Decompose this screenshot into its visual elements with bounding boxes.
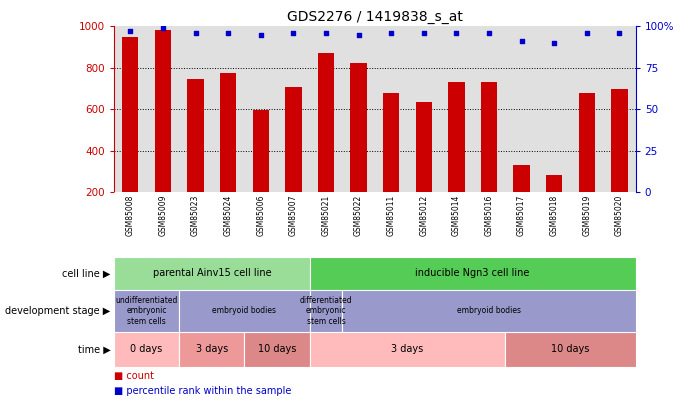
Text: GSM85018: GSM85018 xyxy=(550,194,559,236)
Point xyxy=(353,32,364,38)
Bar xyxy=(245,332,310,367)
Text: time ▶: time ▶ xyxy=(78,344,111,354)
Bar xyxy=(179,290,310,332)
Text: 10 days: 10 days xyxy=(258,344,296,354)
Text: differentiated
embryonic
stem cells: differentiated embryonic stem cells xyxy=(300,296,352,326)
Point xyxy=(484,30,495,36)
Bar xyxy=(448,82,464,192)
Bar xyxy=(155,30,171,192)
Bar xyxy=(310,290,342,332)
Text: GSM85017: GSM85017 xyxy=(517,194,526,236)
Point xyxy=(386,30,397,36)
Bar xyxy=(342,290,636,332)
Bar xyxy=(505,332,636,367)
Text: 10 days: 10 days xyxy=(551,344,589,354)
Text: GSM85020: GSM85020 xyxy=(615,194,624,236)
Bar xyxy=(481,82,497,192)
Point xyxy=(125,28,136,34)
Bar xyxy=(253,111,269,192)
Bar xyxy=(179,332,245,367)
Text: parental Ainv15 cell line: parental Ainv15 cell line xyxy=(153,269,271,278)
Text: GSM85014: GSM85014 xyxy=(452,194,461,236)
Text: GSM85011: GSM85011 xyxy=(387,194,396,236)
Text: ■ count: ■ count xyxy=(114,371,154,381)
Text: GSM85022: GSM85022 xyxy=(354,194,363,236)
Bar xyxy=(114,290,179,332)
Bar xyxy=(578,93,595,192)
Point xyxy=(516,38,527,45)
Bar xyxy=(546,175,562,192)
Text: ■ percentile rank within the sample: ■ percentile rank within the sample xyxy=(114,386,292,396)
Text: inducible Ngn3 cell line: inducible Ngn3 cell line xyxy=(415,269,530,278)
Text: GSM85024: GSM85024 xyxy=(224,194,233,236)
Point xyxy=(288,30,299,36)
Bar xyxy=(318,53,334,192)
Text: GSM85023: GSM85023 xyxy=(191,194,200,236)
Point xyxy=(451,30,462,36)
Bar xyxy=(310,332,505,367)
Bar xyxy=(187,79,204,192)
Bar xyxy=(383,93,399,192)
Text: 0 days: 0 days xyxy=(131,344,163,354)
Point xyxy=(321,30,332,36)
Bar xyxy=(350,63,367,192)
Bar xyxy=(310,257,636,290)
Bar xyxy=(114,257,310,290)
Text: GSM85009: GSM85009 xyxy=(158,194,167,236)
Bar xyxy=(513,165,530,192)
Point xyxy=(581,30,592,36)
Title: GDS2276 / 1419838_s_at: GDS2276 / 1419838_s_at xyxy=(287,10,463,24)
Bar xyxy=(220,73,236,192)
Text: 3 days: 3 days xyxy=(196,344,228,354)
Bar xyxy=(612,89,627,192)
Text: GSM85021: GSM85021 xyxy=(321,194,330,236)
Text: GSM85007: GSM85007 xyxy=(289,194,298,236)
Text: embryoid bodies: embryoid bodies xyxy=(457,306,521,315)
Text: cell line ▶: cell line ▶ xyxy=(62,269,111,278)
Bar xyxy=(415,102,432,192)
Bar xyxy=(285,87,301,192)
Text: GSM85006: GSM85006 xyxy=(256,194,265,236)
Text: GSM85016: GSM85016 xyxy=(484,194,493,236)
Text: embryoid bodies: embryoid bodies xyxy=(212,306,276,315)
Bar xyxy=(122,37,138,192)
Text: GSM85008: GSM85008 xyxy=(126,194,135,236)
Text: GSM85012: GSM85012 xyxy=(419,194,428,236)
Point xyxy=(549,40,560,46)
Text: development stage ▶: development stage ▶ xyxy=(6,306,111,316)
Point xyxy=(614,30,625,36)
Text: GSM85019: GSM85019 xyxy=(583,194,591,236)
Text: 3 days: 3 days xyxy=(391,344,424,354)
Point xyxy=(158,25,169,31)
Point xyxy=(223,30,234,36)
Bar xyxy=(114,332,179,367)
Text: undifferentiated
embryonic
stem cells: undifferentiated embryonic stem cells xyxy=(115,296,178,326)
Point xyxy=(255,32,266,38)
Point xyxy=(418,30,429,36)
Point xyxy=(190,30,201,36)
